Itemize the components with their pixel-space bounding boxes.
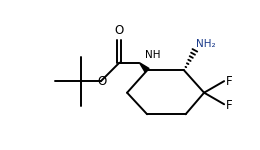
Text: NH₂: NH₂ — [196, 39, 216, 49]
Text: O: O — [97, 75, 106, 88]
Polygon shape — [139, 63, 149, 72]
Text: F: F — [226, 99, 232, 111]
Text: O: O — [115, 24, 124, 37]
Text: NH: NH — [145, 50, 160, 60]
Text: F: F — [226, 75, 232, 88]
